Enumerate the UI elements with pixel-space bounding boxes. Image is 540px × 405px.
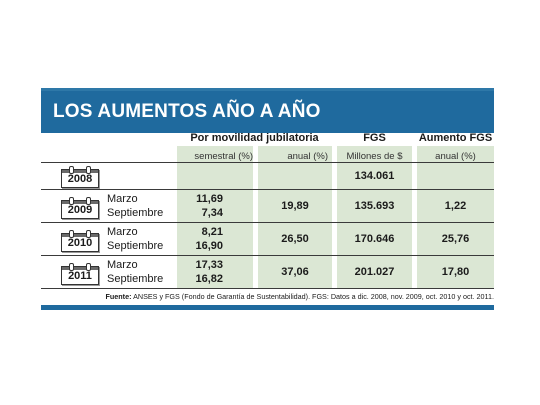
fgs-column-bg [337, 146, 412, 288]
row-divider [41, 288, 494, 289]
year-label: 2009 [67, 204, 93, 216]
year-label: 2011 [68, 270, 92, 282]
semestral-value: 7,34 [201, 207, 223, 219]
row-divider [41, 189, 494, 190]
fgs-value: 135.693 [354, 200, 395, 212]
row-divider [41, 222, 494, 223]
month-label: Septiembre [107, 240, 164, 252]
header-movilidad: Por movilidad jubilatoria [190, 132, 319, 144]
title-bar: LOS AUMENTOS AÑO A AÑO [41, 91, 494, 133]
subheader-semestral: semestral (%) [194, 151, 253, 162]
source-label: Fuente: [105, 292, 132, 301]
subheader-anual: anual (%) [287, 151, 328, 162]
semestral-value: 8,21 [201, 226, 223, 238]
month-label: Marzo [107, 259, 138, 271]
header-fgs: FGS [363, 132, 386, 144]
anual-value: 19,89 [281, 200, 309, 212]
bottom-accent-bar [41, 305, 494, 310]
year-badge: 2010 [61, 230, 99, 252]
fgs-value: 170.646 [354, 233, 395, 245]
semestral-value: 17,33 [195, 259, 223, 271]
source-text: ANSES y FGS (Fondo de Garantía de Susten… [133, 292, 494, 301]
page-title: LOS AUMENTOS AÑO A AÑO [53, 101, 321, 122]
top-accent-bar [41, 88, 494, 91]
fgs-value: 201.027 [354, 266, 395, 278]
subheader-anual-fgs: anual (%) [435, 151, 476, 162]
semestral-column-bg [177, 146, 253, 288]
semestral-value: 16,90 [195, 240, 223, 252]
semestral-value: 16,82 [195, 273, 223, 285]
month-label: Marzo [107, 226, 138, 238]
month-label: Septiembre [107, 273, 164, 285]
year-label: 2008 [67, 173, 93, 185]
aumento-value: 1,22 [444, 200, 467, 212]
year-badge: 2011 [61, 263, 99, 285]
anual-value: 37,06 [281, 266, 309, 278]
subheader-millones: Millones de $ [346, 151, 403, 162]
month-label: Marzo [107, 193, 138, 205]
year-badge: 2008 [61, 166, 99, 188]
semestral-value: 11,69 [196, 193, 223, 205]
fgs-value: 134.061 [354, 170, 395, 182]
row-divider [41, 162, 494, 163]
source-note: Fuente: ANSES y FGS (Fondo de Garantía d… [41, 292, 494, 301]
anual-value: 26,50 [281, 233, 309, 245]
anual-column-bg [258, 146, 332, 288]
month-label: Septiembre [107, 207, 164, 219]
header-aumento-fgs: Aumento FGS [418, 132, 493, 144]
aumento-value: 17,80 [441, 266, 470, 278]
year-badge: 2009 [61, 197, 99, 219]
aumento-column-bg [417, 146, 494, 288]
aumento-value: 25,76 [441, 233, 470, 245]
row-divider [41, 255, 494, 256]
year-label: 2010 [67, 237, 93, 249]
